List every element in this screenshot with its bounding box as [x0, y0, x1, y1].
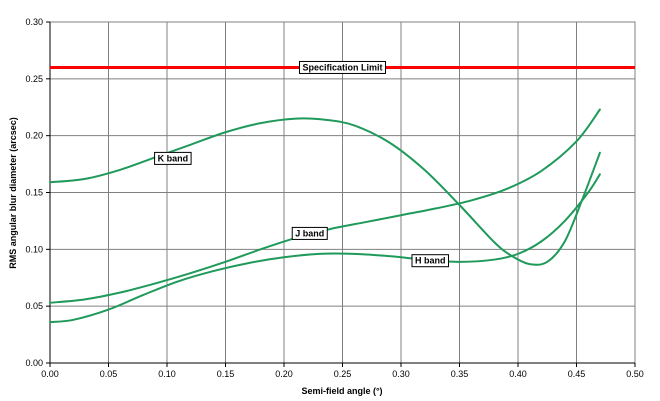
- x-axis-title: Semi-field angle (°): [301, 386, 382, 396]
- series-labels: K band J band H band: [154, 151, 449, 268]
- series-label-j-band-box: [291, 226, 328, 240]
- x-tick-label: 0.40: [509, 369, 527, 379]
- x-tick-label: 0.30: [392, 369, 410, 379]
- specification-limit-label-text: Specification Limit: [302, 62, 382, 72]
- x-tick-label: 0.15: [217, 369, 235, 379]
- y-tick-label: 0.15: [25, 188, 43, 198]
- specification-limit-label-box: [298, 60, 387, 74]
- gridlines: [49, 21, 636, 364]
- x-tick-label: 0.20: [275, 369, 293, 379]
- y-axis-title: RMS angular blur diameter (arcsec): [8, 117, 18, 269]
- series-label-k-band-box: [154, 151, 192, 165]
- y-tick-label: 0.10: [25, 244, 43, 254]
- x-tick-label: 0.50: [626, 369, 644, 379]
- series-line-h-band: [49, 173, 601, 324]
- x-tick-label: 0.00: [41, 369, 59, 379]
- series-label-h-band-box: [411, 254, 449, 268]
- specification-limit: Specification Limit: [50, 60, 635, 74]
- y-tick-label: 0.25: [25, 74, 43, 84]
- series-label-j-band-text: J band: [295, 228, 324, 238]
- series-label-j-band: J band: [291, 226, 328, 240]
- series-label-k-band-text: K band: [158, 153, 189, 163]
- tick-labels: 0.00 0.05 0.10 0.15 0.20 0.25 0.30 0.35 0.40 0.45…: [25, 17, 643, 379]
- x-tick-label: 0.35: [451, 369, 469, 379]
- x-tick-label: 0.45: [568, 369, 586, 379]
- specification-limit-label: Specification Limit: [298, 60, 387, 74]
- series-label-h-band-text: H band: [415, 256, 446, 266]
- y-tick-label: 0.00: [25, 358, 43, 368]
- y-tick-label: 0.20: [25, 131, 43, 141]
- y-tick-label: 0.05: [25, 301, 43, 311]
- series-line-j-band: [49, 108, 601, 304]
- x-tick-label: 0.25: [334, 369, 352, 379]
- x-tick-label: 0.10: [158, 369, 176, 379]
- y-tick-label: 0.30: [25, 17, 43, 27]
- series-label-k-band: K band: [154, 151, 192, 165]
- x-tick-label: 0.05: [100, 369, 118, 379]
- axes: [46, 21, 636, 367]
- series-label-h-band: H band: [411, 254, 449, 268]
